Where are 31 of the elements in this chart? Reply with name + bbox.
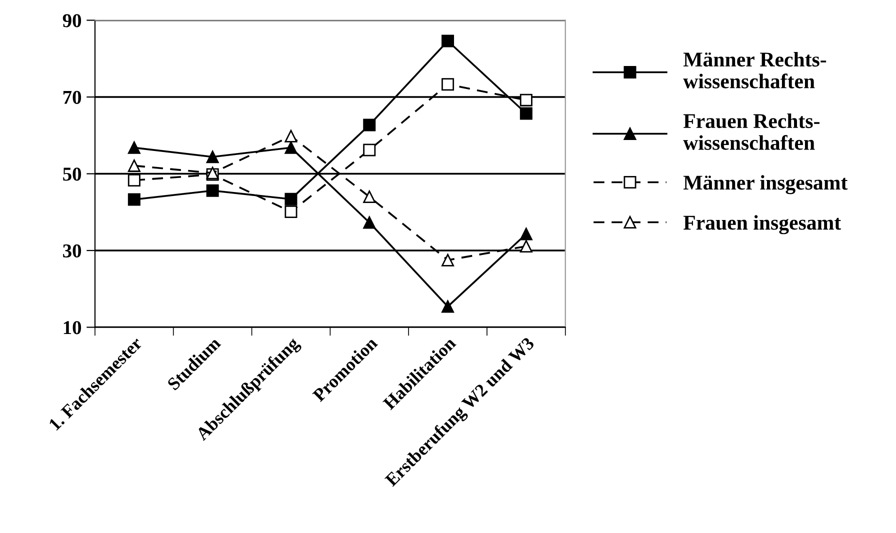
y-tick-label: 10 [64,321,82,334]
point [520,94,532,106]
point [363,216,376,229]
point [363,118,376,132]
point [128,193,140,206]
y-tick-label: 70 [63,90,82,104]
point [206,184,219,197]
legend-label: Frauen insgesamt [683,215,842,234]
point [442,300,454,313]
point [128,159,140,172]
point [284,141,298,154]
y-tick-label: 50 [63,168,82,181]
point [284,206,298,218]
point [128,141,140,154]
legend-label: Männer insgesamt [683,175,848,194]
point [206,150,219,164]
point [520,240,532,253]
point [520,228,532,240]
legend-label: Frauen Rechts- wissenschaften [683,113,820,150]
point [442,34,454,48]
y-tick-label: 30 [63,244,82,258]
point [442,78,454,91]
point [128,174,140,187]
point [363,190,376,204]
point [442,254,454,266]
point [284,130,298,142]
legend-label: Männer Rechts- wissenschaften [683,52,826,88]
point [363,144,376,156]
point [520,107,532,120]
y-tick-label: 90 [62,14,82,28]
point [284,192,298,206]
